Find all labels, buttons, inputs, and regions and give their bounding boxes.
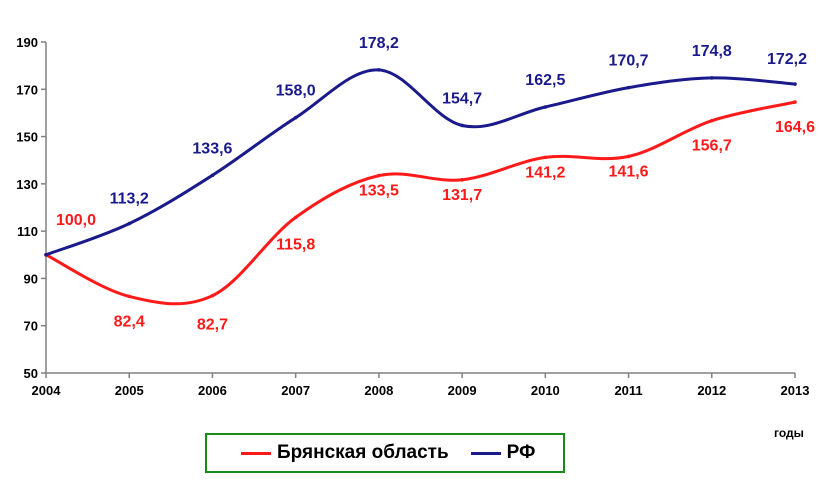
y-tick-label: 130 — [16, 177, 38, 192]
y-tick-label: 190 — [16, 35, 38, 50]
x-tick-label: 2004 — [32, 383, 62, 398]
data-label-bryansk: 164,6 — [775, 119, 815, 136]
y-tick-label: 170 — [16, 82, 38, 97]
data-label-rf: 154,7 — [442, 90, 482, 107]
legend-swatch-bryansk — [241, 451, 271, 455]
legend-label-bryansk: Брянская область — [277, 442, 449, 463]
data-point-bryansk — [626, 154, 631, 159]
data-point-bryansk — [210, 293, 215, 298]
data-point-rf — [793, 82, 797, 86]
series-lines — [44, 68, 797, 306]
data-label-bryansk: 82,4 — [114, 313, 145, 330]
data-point-bryansk — [460, 178, 464, 182]
data-point-bryansk — [377, 173, 381, 178]
y-tick-label: 70 — [24, 319, 38, 334]
data-label-bryansk: 141,2 — [525, 164, 565, 181]
data-label-rf: 172,2 — [767, 51, 807, 68]
x-tick-label: 2009 — [448, 383, 477, 398]
data-point-rf — [210, 173, 215, 178]
x-tick-label: 2012 — [697, 383, 726, 398]
y-tick-label: 50 — [24, 366, 38, 381]
data-label-bryansk: 82,7 — [197, 317, 228, 334]
data-label-bryansk: 133,5 — [359, 183, 399, 200]
data-label-bryansk: 141,6 — [609, 163, 649, 180]
data-label-rf: 158,0 — [276, 83, 316, 100]
data-point-bryansk — [293, 215, 298, 220]
data-point-bryansk — [127, 294, 132, 299]
data-point-bryansk — [793, 100, 797, 104]
data-label-rf: 178,2 — [359, 35, 399, 52]
x-tick-label: 2005 — [115, 383, 144, 398]
y-tick-label: 150 — [16, 130, 38, 145]
data-point-rf — [543, 105, 548, 109]
data-label-bryansk: 100,0 — [56, 212, 96, 229]
legend-swatch-rf — [470, 451, 501, 455]
data-point-rf — [127, 221, 132, 226]
series-line-bryansk — [44, 100, 797, 306]
data-labels: 100,0 82,4 82,7 115,8 133,5 131,7 141,2 141,6 15… — [56, 35, 815, 334]
data-label-rf: 170,7 — [609, 53, 649, 70]
data-point-rf — [377, 68, 381, 72]
data-point-bryansk — [709, 118, 714, 123]
data-label-rf: 162,5 — [525, 72, 565, 89]
x-tick-label: 2006 — [198, 383, 227, 398]
x-tick-label: 2011 — [614, 383, 642, 398]
data-point-rf — [709, 76, 714, 80]
data-label-bryansk: 131,7 — [442, 187, 482, 204]
legend-label-rf: РФ — [506, 442, 536, 463]
data-label-bryansk: 156,7 — [692, 138, 732, 155]
x-axis-label: годы — [774, 426, 804, 440]
y-tick-label: 90 — [24, 271, 38, 286]
x-tick-label: 2013 — [781, 383, 810, 398]
data-label-rf: 133,6 — [192, 140, 232, 157]
data-point-rf — [460, 123, 464, 128]
x-ticks: 2004 2005 2006 2007 2008 2009 2010 2011 2012 2013 — [32, 373, 810, 398]
data-point-rf — [626, 85, 631, 90]
series-line-rf — [44, 68, 797, 257]
x-tick-label: 2010 — [531, 383, 560, 398]
data-point-bryansk — [543, 155, 548, 160]
y-tick-label: 110 — [17, 224, 38, 239]
legend-item-bryansk: Брянская область — [241, 442, 449, 464]
data-point-rf — [293, 115, 298, 120]
legend-item-rf: РФ — [470, 442, 536, 464]
data-point-rf — [44, 252, 48, 257]
data-label-rf: 113,2 — [110, 191, 149, 208]
y-ticks: 50 70 90 110 130 150 170 190 — [16, 35, 46, 381]
legend: Брянская область РФ — [205, 433, 565, 473]
x-tick-label: 2008 — [364, 383, 393, 398]
data-label-bryansk: 115,8 — [276, 236, 315, 253]
x-tick-label: 2007 — [281, 383, 310, 398]
data-label-rf: 174,8 — [692, 43, 732, 60]
